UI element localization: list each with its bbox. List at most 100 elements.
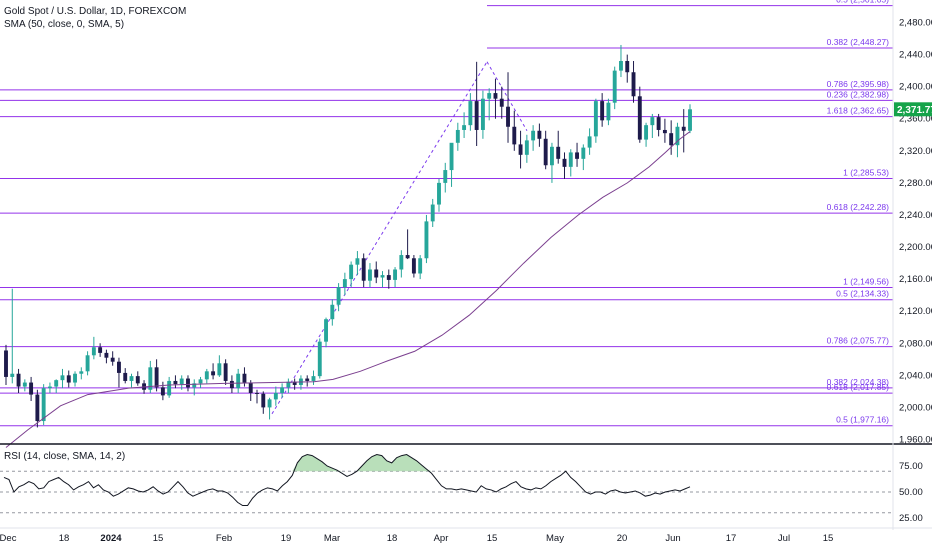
- candle-body: [650, 117, 655, 126]
- candle: [650, 113, 655, 138]
- candle-body: [236, 373, 241, 389]
- time-tick-label: 20: [617, 533, 628, 544]
- candle-body: [60, 375, 65, 381]
- time-tick-label: Dec: [0, 533, 17, 544]
- candle-body: [493, 93, 498, 99]
- price-tick-label: 2,360.00: [899, 114, 932, 125]
- candle: [47, 382, 52, 393]
- candle-body: [499, 98, 504, 107]
- time-tick-label: Mar: [324, 533, 340, 544]
- candle-body: [47, 386, 52, 389]
- candle: [255, 389, 259, 404]
- candle: [236, 368, 241, 393]
- candle-body: [468, 101, 473, 126]
- candle: [104, 349, 109, 364]
- candle-body: [336, 287, 341, 305]
- fib-label: 0.236 (2,382.98): [827, 89, 890, 99]
- price-tick-label: 2,000.00: [899, 402, 932, 413]
- candle-body: [556, 146, 561, 159]
- candle: [411, 255, 416, 278]
- last-price-value: 2,371.77: [897, 105, 932, 116]
- candle: [568, 149, 573, 177]
- candle: [286, 378, 291, 393]
- candle: [349, 261, 354, 288]
- candle: [374, 261, 379, 284]
- candle: [587, 128, 592, 155]
- time-tick-label: Feb: [216, 533, 232, 544]
- rsi-pane: 75.00 50.00 25.00: [0, 454, 923, 524]
- candle: [430, 198, 435, 227]
- candle: [474, 61, 479, 147]
- sma-indicator-label[interactable]: SMA (50, close, 0, SMA, 5): [4, 19, 125, 30]
- candle: [267, 397, 272, 420]
- candle-body: [91, 347, 96, 356]
- time-tick-label: Jun: [665, 533, 680, 544]
- candle-body: [198, 379, 203, 384]
- candle: [405, 229, 410, 260]
- candle: [556, 130, 561, 164]
- time-tick-label: 17: [726, 533, 737, 544]
- price-tick-label: 2,040.00: [899, 370, 932, 381]
- candle: [4, 344, 8, 385]
- candle-body: [229, 380, 234, 389]
- candle: [248, 380, 253, 401]
- candle: [79, 367, 84, 380]
- candle-body: [512, 126, 517, 145]
- candle-body: [355, 258, 360, 265]
- time-tick-label: May: [546, 533, 564, 544]
- candle: [449, 142, 454, 187]
- price-tick-label: 2,080.00: [899, 338, 932, 349]
- candle: [280, 383, 285, 398]
- candle-body: [462, 125, 467, 130]
- fib-label: 0.5 (2,501.05): [836, 0, 889, 5]
- candle-body: [606, 102, 611, 121]
- candle-body: [211, 371, 216, 376]
- candle-body: [675, 126, 680, 146]
- candle-body: [662, 129, 667, 134]
- candle-body: [631, 72, 636, 97]
- price-tick-label: 2,440.00: [899, 50, 932, 61]
- candle-body: [104, 352, 109, 358]
- candle-body: [160, 387, 165, 396]
- candle: [186, 375, 190, 392]
- time-tick-label: Jul: [778, 533, 790, 544]
- candle-body: [242, 373, 247, 383]
- price-tick-label: 2,400.00: [899, 82, 932, 93]
- candle-body: [600, 101, 605, 121]
- candle: [480, 90, 485, 139]
- candle: [223, 359, 228, 385]
- fib-label: 1 (2,285.53): [843, 167, 889, 177]
- candle: [73, 371, 77, 387]
- candle-body: [688, 109, 692, 131]
- candle: [437, 178, 441, 212]
- candle: [129, 373, 134, 388]
- candle: [273, 386, 278, 406]
- candle-body: [637, 96, 642, 140]
- candle: [29, 376, 34, 401]
- candle: [675, 122, 680, 158]
- candle-body: [305, 378, 310, 381]
- candle-body: [173, 380, 178, 385]
- candle: [167, 376, 172, 398]
- candle: [487, 88, 492, 121]
- candle-body: [179, 378, 184, 385]
- trend-line-upleg: [271, 61, 488, 415]
- candle-body: [317, 341, 322, 377]
- candle-body: [41, 388, 46, 422]
- candle-body: [531, 130, 536, 141]
- candle-body: [487, 93, 492, 99]
- rsi-indicator-label[interactable]: RSI (14, close, SMA, 14, 2): [4, 451, 126, 462]
- price-tick-label: 2,480.00: [899, 18, 932, 29]
- candle-body: [543, 138, 548, 166]
- candle-body: [167, 380, 172, 396]
- candle-body: [656, 117, 661, 130]
- candle: [98, 343, 103, 357]
- candle-body: [405, 255, 410, 259]
- rsi-line: [3, 454, 691, 507]
- candle-body: [204, 371, 209, 380]
- candle-body: [506, 106, 510, 127]
- candle: [543, 130, 548, 170]
- candle-body: [386, 275, 391, 280]
- candle: [117, 357, 121, 388]
